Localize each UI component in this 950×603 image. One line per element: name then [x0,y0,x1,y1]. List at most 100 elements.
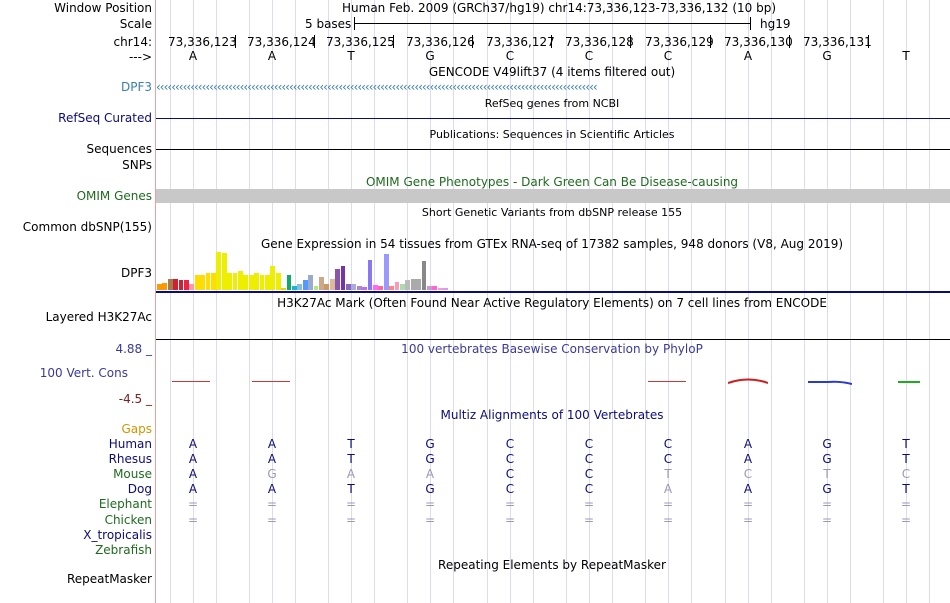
coordinate-label: 73,336,125 [326,35,395,49]
refseq-track-label[interactable]: RefSeq Curated [58,111,152,125]
gtex-tissue-bar[interactable] [389,286,394,290]
gtex-tissue-bar[interactable] [437,288,443,290]
refseq-gene-line[interactable] [156,118,950,119]
multiz-base: C [743,467,753,481]
gencode-track-label[interactable]: DPF3 [120,80,152,94]
gtex-tissue-bar[interactable] [167,279,173,290]
multiz-base: = [583,513,595,527]
multiz-base: = [345,513,357,527]
gtex-tissue-bar[interactable] [427,286,432,290]
gtex-tissue-bar[interactable] [200,275,205,290]
gtex-tissue-bar[interactable] [400,284,405,290]
gtex-tissue-bar[interactable] [221,253,227,290]
multiz-species-label[interactable]: Mouse [113,467,152,481]
gtex-tissue-bar[interactable] [184,280,189,290]
gtex-tissue-bar[interactable] [281,288,286,290]
gtex-tissue-bar[interactable] [211,273,216,290]
multiz-species-label[interactable]: Zebrafish [95,543,152,557]
gtex-tissue-bar[interactable] [373,285,378,290]
snps-track-label[interactable]: SNPs [122,158,152,172]
multiz-species-label[interactable]: Chicken [104,513,152,527]
gtex-tissue-bar[interactable] [292,286,297,290]
gtex-tissue-bar[interactable] [378,286,384,290]
window-position-text[interactable]: Human Feb. 2009 (GRCh37/hg19) chr14:73,3… [342,1,777,15]
gtex-tissue-bar[interactable] [313,286,319,290]
gtex-tissue-bar[interactable] [227,273,232,290]
gtex-tissue-bar[interactable] [189,284,195,290]
gtex-tissue-bar[interactable] [351,284,357,290]
gridline [249,0,250,603]
gridline [771,0,772,603]
h3k27ac-baseline [156,339,950,340]
multiz-base: = [266,513,278,527]
coordinate-label: 73,336,124 [247,35,316,49]
gtex-tissue-bar[interactable] [178,280,184,290]
gtex-tissue-bar[interactable] [275,273,281,290]
gtex-tissue-bar[interactable] [205,273,211,290]
multiz-species-label[interactable]: Rhesus [108,452,152,466]
gtex-tissue-bar[interactable] [362,287,367,290]
gtex-tissue-bar[interactable] [162,283,168,290]
h3k27ac-track-label[interactable]: Layered H3K27Ac [45,310,152,324]
refseq-track-title: RefSeq genes from NCBI [484,97,620,110]
dbsnp-track-label[interactable]: Common dbSNP(155) [22,220,152,234]
scale-text: 5 bases [305,17,352,31]
gtex-tissue-bar[interactable] [416,279,421,290]
multiz-base: A [743,452,753,466]
gtex-tissue-bar[interactable] [432,286,438,290]
multiz-base: C [584,482,594,496]
gtex-tissue-bar[interactable] [216,252,222,290]
multiz-gaps-label[interactable]: Gaps [121,422,152,436]
gencode-gene-dpf3[interactable]: ‹‹‹‹‹‹‹‹‹‹‹‹‹‹‹‹‹‹‹‹‹‹‹‹‹‹‹‹‹‹‹‹‹‹‹‹‹‹‹‹… [156,80,598,94]
gridline [295,0,296,603]
multiz-species-label[interactable]: Dog [127,482,152,496]
gtex-tissue-bar[interactable] [324,284,330,290]
gtex-tissue-bar[interactable] [248,275,254,290]
gtex-tissue-bar[interactable] [346,284,351,290]
gtex-track-label[interactable]: DPF3 [120,266,152,280]
gtex-tissue-bar[interactable] [173,279,178,290]
gtex-tissue-bar[interactable] [335,269,340,290]
omim-gene-bar[interactable] [156,189,950,203]
gtex-tissue-bar[interactable] [232,273,238,290]
gtex-tissue-bar[interactable] [367,260,373,290]
gtex-tissue-bar[interactable] [329,279,335,290]
gridline [533,0,534,603]
gtex-tissue-bar[interactable] [340,266,346,290]
gtex-tissue-bar[interactable] [265,275,270,290]
publications-line[interactable] [156,149,950,150]
gridline [850,0,851,603]
gtex-tissue-bar[interactable] [421,261,427,290]
gtex-tissue-bar[interactable] [243,275,249,290]
gtex-tissue-bar[interactable] [308,275,313,290]
gridline [453,0,454,603]
gtex-tissue-bar[interactable] [259,275,265,290]
gtex-tissue-bar[interactable] [356,286,362,290]
gtex-tissue-bar[interactable] [254,273,259,290]
multiz-species-label[interactable]: Human [108,437,152,451]
gtex-tissue-bar[interactable] [286,275,292,290]
phylop-track-label[interactable]: 100 Vert. Cons [39,366,128,380]
repeatmasker-track-label[interactable]: RepeatMasker [66,572,152,586]
gridline [748,0,749,603]
gtex-tissue-bar[interactable] [319,277,324,290]
multiz-base: T [347,452,355,466]
publications-track-label[interactable]: Sequences [86,142,152,156]
gtex-tissue-bar[interactable] [194,275,200,290]
gtex-tissue-bar[interactable] [157,284,162,290]
gtex-tissue-bar[interactable] [405,280,411,290]
multiz-species-label[interactable]: Elephant [98,497,152,511]
gtex-tissue-bar[interactable] [302,280,308,290]
phylop-score-pos7 [648,381,686,382]
gtex-tissue-bar[interactable] [238,271,243,290]
gtex-tissue-bar[interactable] [383,254,389,290]
multiz-species-label[interactable]: X_tropicalis [83,528,152,542]
gtex-tissue-bar[interactable] [297,284,303,290]
gtex-tissue-bar[interactable] [394,282,400,290]
multiz-base: = [345,497,357,511]
omim-track-label[interactable]: OMIM Genes [76,189,152,203]
gtex-tissue-bar[interactable] [270,266,276,290]
gtex-tissue-bar[interactable] [443,288,448,290]
gtex-tissue-bar[interactable] [410,279,416,290]
